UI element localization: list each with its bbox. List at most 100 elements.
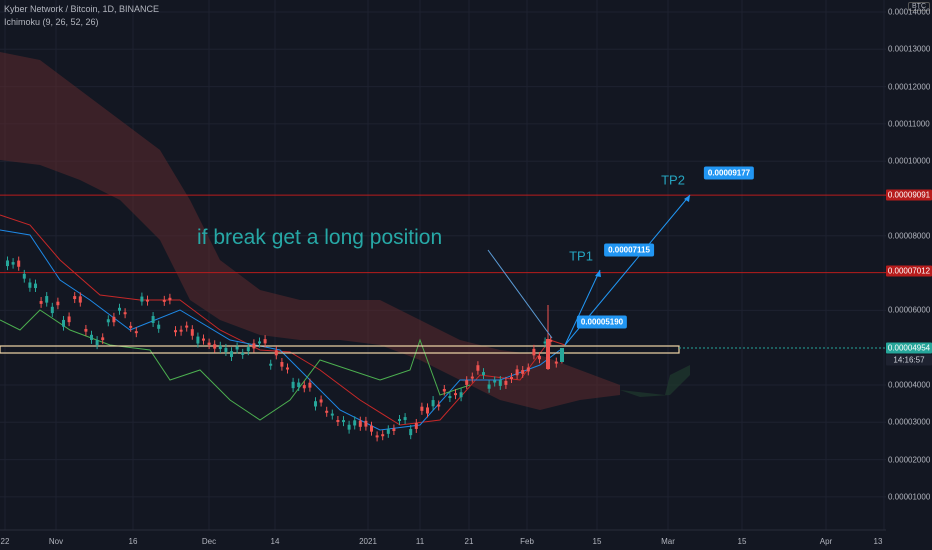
support-zone-box (0, 346, 679, 353)
candle-body (532, 349, 535, 356)
candle-body (219, 346, 222, 349)
candle-body (448, 396, 451, 398)
candle-body (236, 346, 239, 349)
candle-body (157, 325, 160, 329)
chart-plot-area[interactable] (0, 0, 886, 550)
tp2-price-badge: 0.00009177 (704, 167, 754, 180)
candle-body (499, 380, 502, 386)
candle-body (280, 362, 283, 367)
candle-body (392, 428, 395, 431)
candle-body (538, 356, 541, 359)
candle-body (437, 405, 440, 407)
candle-body (465, 380, 468, 385)
indicator-label[interactable]: Ichimoku (9, 26, 52, 26) (4, 17, 99, 27)
candle-body (364, 421, 367, 427)
time-tick-label: 22 (1, 537, 10, 546)
candle-body (482, 372, 485, 375)
candle-body (185, 326, 188, 328)
candle-body (516, 369, 519, 375)
candle-body (308, 383, 311, 388)
candle-body (409, 429, 412, 435)
candle-body (454, 393, 457, 395)
candle-body (426, 407, 429, 413)
candle-body (12, 262, 15, 265)
candle-body (353, 420, 356, 425)
candle-body (146, 300, 149, 302)
candle-body (135, 331, 138, 333)
candle-body (336, 420, 339, 422)
time-tick-label: 21 (465, 537, 474, 546)
candle-body (269, 364, 272, 366)
candle-body (297, 383, 300, 387)
chart-title: Kyber Network / Bitcoin, 1D, BINANCE (4, 4, 159, 14)
candle-body (152, 316, 155, 323)
time-tick-label: 16 (129, 537, 138, 546)
candle-body (241, 353, 244, 355)
candle-body (96, 340, 99, 345)
candle-body (376, 435, 379, 437)
candle-body (73, 296, 76, 299)
bullish-cloud (620, 365, 690, 397)
candle-body (56, 302, 59, 306)
candle-body (292, 382, 295, 388)
candle-body (420, 407, 423, 411)
candle-body (140, 297, 143, 302)
candle-body (432, 400, 435, 406)
candle-body (196, 337, 199, 344)
entry-price-badge: 0.00005190 (577, 316, 627, 329)
candle-body (398, 419, 401, 421)
candle-body (443, 389, 446, 392)
candle-body (168, 298, 171, 300)
tp1-arrowhead (595, 270, 601, 277)
time-tick-label: Mar (661, 537, 675, 546)
tp2-label: TP2 (661, 173, 685, 188)
time-tick-label: Nov (49, 537, 63, 546)
time-tick-label: 14 (271, 537, 280, 546)
candle-body (258, 341, 261, 343)
candle-body (202, 339, 205, 341)
candle-body (40, 301, 43, 304)
time-tick-label: 15 (593, 537, 602, 546)
candle-body (488, 384, 491, 388)
candle-body (264, 339, 267, 343)
candle-body (415, 423, 418, 429)
candle-body (101, 337, 104, 340)
candle-body (387, 429, 390, 433)
time-tick-label: 13 (874, 537, 883, 546)
price-tick-label: 0.00008000 (888, 231, 930, 240)
price-tick-label: 0.00001000 (888, 492, 930, 501)
candle-body (90, 335, 93, 340)
level-upper-tag: 0.00009091 (886, 190, 932, 201)
tp1-price-badge: 0.00007115 (604, 244, 654, 257)
candle-body (348, 425, 351, 430)
time-tick-label: Dec (202, 537, 216, 546)
candle-body (124, 312, 127, 314)
candle-body (493, 381, 496, 383)
candle-body (51, 307, 54, 313)
candle-body (331, 414, 334, 416)
price-tick-label: 0.00003000 (888, 418, 930, 427)
time-tick-label: Apr (820, 537, 832, 546)
candle-body (68, 316, 71, 322)
candle-body (555, 362, 558, 364)
candle-body (286, 368, 289, 370)
candle-body (325, 411, 328, 413)
candle-body (34, 284, 37, 288)
price-tick-label: 0.00011000 (888, 119, 930, 128)
candle-body (174, 330, 177, 332)
candle-body (521, 370, 524, 374)
candle-body (504, 381, 507, 385)
candle-body (471, 377, 474, 379)
candle-body (359, 421, 362, 427)
candle-body (247, 347, 250, 351)
candle-body (320, 399, 323, 402)
time-tick-label: Feb (520, 537, 534, 546)
candle-body (112, 317, 115, 322)
tp1-arrow (565, 270, 600, 345)
candle-body (404, 417, 407, 420)
price-tick-label: 0.00013000 (888, 45, 930, 54)
time-tick-label: 15 (738, 537, 747, 546)
time-tick-label: 11 (416, 537, 424, 546)
candle-body (460, 392, 463, 397)
candle-body (370, 426, 373, 432)
